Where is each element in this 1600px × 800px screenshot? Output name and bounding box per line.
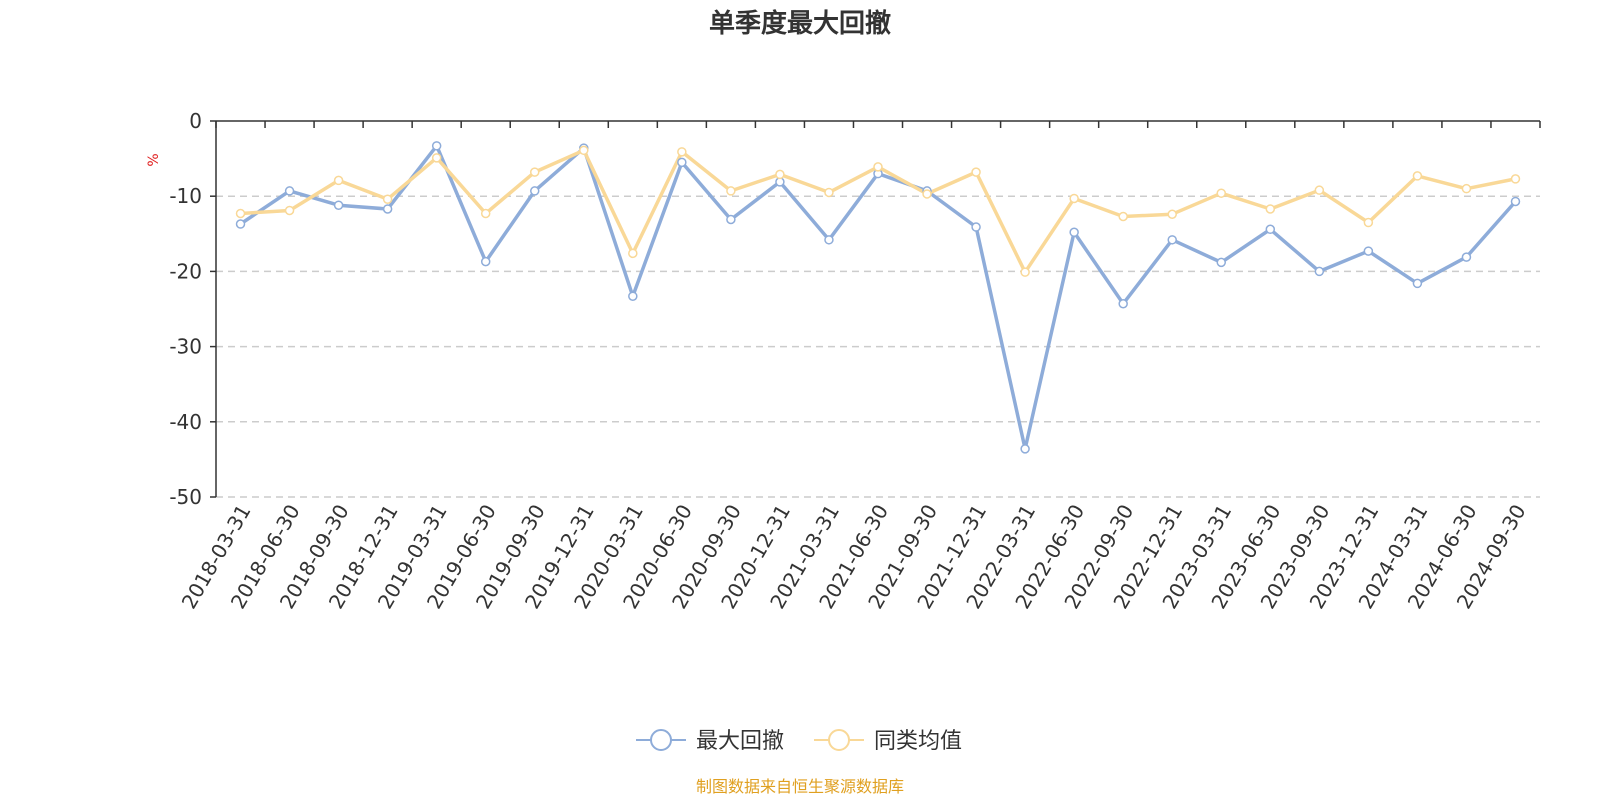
series-1-point[interactable] xyxy=(824,187,834,198)
series-1-point[interactable] xyxy=(382,194,393,204)
legend-label-max-drawdown: 最大回撤 xyxy=(696,729,784,754)
legend[interactable]: 最大回撤 同类均值 xyxy=(636,729,962,754)
series-1-point[interactable] xyxy=(235,208,246,219)
series-1-point[interactable] xyxy=(775,169,785,180)
series-0-point[interactable] xyxy=(1020,444,1030,454)
series-0-point[interactable] xyxy=(480,256,491,267)
series-0-point[interactable] xyxy=(235,219,246,229)
series-line-0 xyxy=(239,144,1517,451)
y-tick-label: 0 xyxy=(189,109,202,133)
series-lines xyxy=(235,141,1521,454)
series-0-point[interactable] xyxy=(1216,257,1227,268)
series-0-point[interactable] xyxy=(1069,227,1079,238)
y-tick-label: -20 xyxy=(169,259,202,283)
series-1-point[interactable] xyxy=(1265,204,1276,214)
series-0-point[interactable] xyxy=(284,186,295,196)
series-0-point[interactable] xyxy=(971,222,981,232)
series-1-point[interactable] xyxy=(1020,267,1030,277)
series-0-point[interactable] xyxy=(1461,252,1472,262)
series-1-point[interactable] xyxy=(726,186,736,196)
series-0-point[interactable] xyxy=(1265,224,1276,235)
legend-label-peer-average: 同类均值 xyxy=(874,729,962,754)
series-1-point[interactable] xyxy=(677,147,687,157)
y-tick-label: -10 xyxy=(169,184,202,208)
axes: 0-10-20-30-40-502018-03-312018-06-302018… xyxy=(169,109,1541,613)
legend-swatch-circle-max-drawdown xyxy=(650,729,672,751)
series-1-point[interactable] xyxy=(1363,217,1374,228)
series-1-point[interactable] xyxy=(873,162,883,172)
series-1-point[interactable] xyxy=(1412,171,1423,181)
series-1-point[interactable] xyxy=(1167,209,1177,219)
y-tick-label: -40 xyxy=(169,410,202,434)
series-0-point[interactable] xyxy=(1412,278,1423,289)
series-0-point[interactable] xyxy=(1510,196,1521,207)
series-0-point[interactable] xyxy=(628,291,638,301)
series-1-point[interactable] xyxy=(284,205,295,216)
y-tick-label: -50 xyxy=(169,485,202,509)
series-0-point[interactable] xyxy=(824,235,834,245)
series-0-point[interactable] xyxy=(726,214,736,225)
legend-item-max-drawdown[interactable]: 最大回撤 xyxy=(636,729,784,754)
series-1-point[interactable] xyxy=(431,153,442,163)
chart-title: 单季度最大回撤 xyxy=(709,8,891,39)
series-0-point[interactable] xyxy=(1314,266,1325,277)
series-0-point[interactable] xyxy=(1118,298,1128,309)
series-0-point[interactable] xyxy=(1363,246,1374,256)
legend-swatch-circle-peer-average xyxy=(828,729,850,751)
series-0-point[interactable] xyxy=(1167,235,1177,245)
series-1-point[interactable] xyxy=(529,167,540,177)
series-0-point[interactable] xyxy=(529,186,540,196)
y-tick-label: -30 xyxy=(169,335,202,359)
series-0-point[interactable] xyxy=(677,157,687,168)
series-1-point[interactable] xyxy=(1510,174,1521,184)
series-0-point[interactable] xyxy=(431,141,442,151)
series-0-point[interactable] xyxy=(382,204,393,214)
series-1-point[interactable] xyxy=(971,167,981,177)
series-0-point[interactable] xyxy=(333,200,344,210)
series-1-point[interactable] xyxy=(922,189,932,199)
series-1-point[interactable] xyxy=(1314,185,1325,195)
series-1-point[interactable] xyxy=(333,175,344,186)
series-1-point[interactable] xyxy=(628,248,638,259)
series-1-point[interactable] xyxy=(579,145,589,156)
series-1-point[interactable] xyxy=(480,208,491,219)
grid-lines xyxy=(216,195,1540,498)
legend-item-peer-average[interactable]: 同类均值 xyxy=(814,729,962,754)
series-1-point[interactable] xyxy=(1216,188,1227,198)
data-source-note: 制图数据来自恒生聚源数据库 xyxy=(696,777,904,796)
series-1-point[interactable] xyxy=(1461,183,1472,194)
series-1-point[interactable] xyxy=(1118,211,1128,222)
y-axis-unit-label: % xyxy=(146,153,162,166)
series-1-point[interactable] xyxy=(1069,193,1079,204)
